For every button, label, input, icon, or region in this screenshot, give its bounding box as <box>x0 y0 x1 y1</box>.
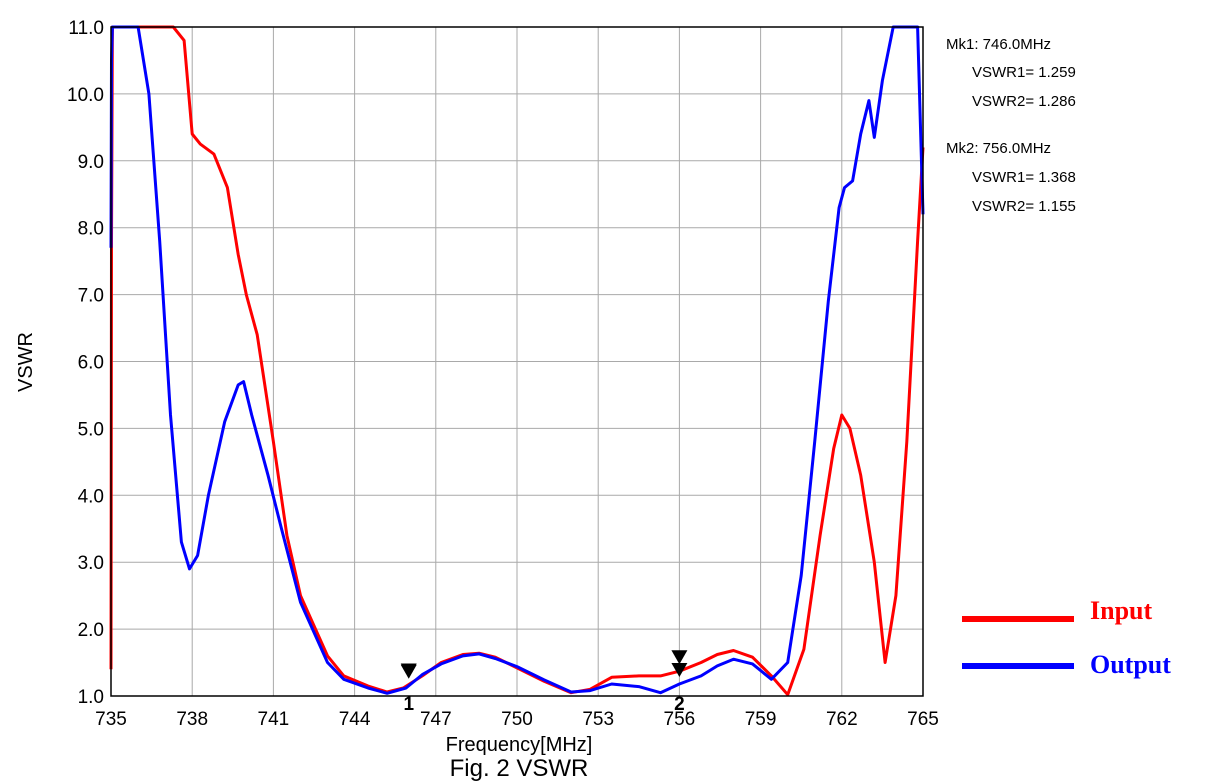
legend: Input Output <box>962 596 1171 679</box>
x-tick-label: 735 <box>95 709 127 730</box>
marker-triangle-1 <box>400 664 417 679</box>
y-tick-label: 9.0 <box>78 152 104 173</box>
legend-label-output: Output <box>1090 650 1171 679</box>
mk1-vswr1: VSWR1= 1.259 <box>972 64 1076 81</box>
legend-label-input: Input <box>1090 596 1152 625</box>
x-tick-label: 744 <box>339 709 371 730</box>
tick-labels: 735 738 741 744 747 750 753 756 759 762 765 1.0 2.0 3… <box>67 18 939 730</box>
y-tick-label: 3.0 <box>78 553 104 574</box>
marker-readout: Mk1: 746.0MHz VSWR1= 1.259 VSWR2= 1.286 … <box>946 36 1076 215</box>
x-tick-label: 765 <box>907 709 939 730</box>
x-tick-label: 750 <box>501 709 533 730</box>
x-axis-label: Frequency[MHz] <box>446 734 593 756</box>
x-tick-label: 738 <box>176 709 208 730</box>
marker-triangle-2 <box>671 662 688 677</box>
mk2-freq: Mk2: 756.0MHz <box>946 140 1051 157</box>
y-tick-label: 4.0 <box>78 486 104 507</box>
y-tick-label: 11.0 <box>68 18 104 39</box>
mk1-vswr2: VSWR2= 1.286 <box>972 93 1076 110</box>
x-tick-label: 753 <box>582 709 614 730</box>
mk1-freq: Mk1: 746.0MHz <box>946 36 1051 53</box>
series-line-output <box>109 25 925 695</box>
series-lines <box>109 25 925 697</box>
marker-label-1: 1 <box>403 694 414 715</box>
y-tick-label: 8.0 <box>78 219 104 240</box>
y-tick-label: 10.0 <box>67 85 104 106</box>
y-tick-label: 2.0 <box>78 620 104 641</box>
x-tick-label: 759 <box>745 709 777 730</box>
marker-triangle-2 <box>671 650 688 665</box>
mk2-vswr1: VSWR1= 1.368 <box>972 169 1076 186</box>
y-tick-label: 5.0 <box>78 419 104 440</box>
x-tick-label: 747 <box>420 709 452 730</box>
mk2-vswr2: VSWR2= 1.155 <box>972 198 1076 215</box>
x-tick-label: 756 <box>664 709 696 730</box>
figure-caption: Fig. 2 VSWR <box>450 755 589 782</box>
marker-label-2: 2 <box>674 694 685 715</box>
x-tick-label: 741 <box>258 709 290 730</box>
grid <box>111 27 923 696</box>
x-tick-label: 762 <box>826 709 858 730</box>
y-tick-label: 7.0 <box>78 286 104 307</box>
y-axis-label: VSWR <box>15 332 37 392</box>
y-tick-label: 1.0 <box>78 687 104 708</box>
y-tick-label: 6.0 <box>78 353 104 374</box>
plot-frame <box>110 26 924 697</box>
